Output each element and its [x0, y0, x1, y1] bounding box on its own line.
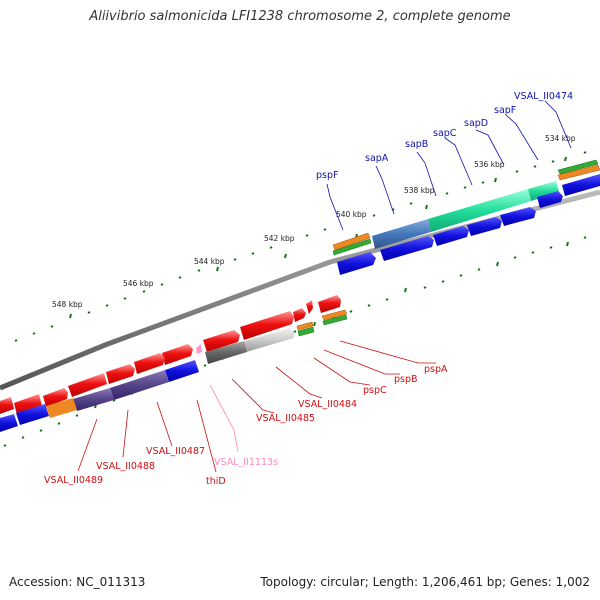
gene-VSAL_II0488[interactable]	[110, 370, 169, 400]
gene-red-mid-b[interactable]	[203, 330, 240, 352]
gene-row-right-upper	[372, 181, 559, 249]
label-sapA[interactable]: sapA	[365, 153, 389, 164]
gene-pspF-blue[interactable]	[337, 252, 376, 275]
label-sapC[interactable]: sapC	[433, 128, 457, 139]
gene-VSAL_II0487[interactable]	[165, 360, 199, 382]
gene-red-l4[interactable]	[68, 373, 107, 397]
gene-red-mid-c[interactable]	[196, 344, 202, 354]
gene-blue-3[interactable]	[433, 226, 469, 246]
tick-label-536: 536 kbp	[474, 160, 505, 169]
gene-sapD[interactable]	[528, 181, 559, 201]
gene-red-l1[interactable]	[162, 344, 193, 365]
label-VSAL_II0484[interactable]: VSAL_II0484	[298, 399, 357, 410]
gene-orange-left[interactable]	[46, 398, 77, 418]
tick-label-538: 538 kbp	[404, 186, 435, 195]
tick-label-534: 534 kbp	[545, 134, 576, 143]
gene-pspC[interactable]	[293, 308, 306, 322]
gene-row-mid-red	[196, 295, 341, 354]
feature-track-misc-right	[332, 159, 600, 256]
gene-VSAL_II0484[interactable]	[242, 328, 294, 352]
gene-row-left-lower	[0, 360, 199, 432]
gene-red-mid-a[interactable]	[240, 311, 294, 340]
feature-track-misc-mid	[296, 309, 348, 337]
label-VSAL_II0474[interactable]: VSAL_II0474	[514, 91, 573, 102]
gene-pspA[interactable]	[318, 295, 341, 313]
connector-pink	[209, 384, 239, 453]
label-sapF[interactable]: sapF	[494, 105, 516, 116]
map-title: Aliivibrio salmonicida LFI1238 chromosom…	[89, 9, 511, 24]
tick-label-548: 548 kbp	[52, 300, 83, 309]
gene-row-left-red	[0, 344, 193, 415]
label-pspB[interactable]: pspB	[394, 374, 418, 385]
gene-red-l5[interactable]	[43, 388, 68, 407]
label-VSAL_II1113s[interactable]: VSAL_II1113s	[214, 457, 278, 468]
label-thiD[interactable]: thiD	[206, 476, 226, 487]
label-pspC[interactable]: pspC	[363, 385, 387, 396]
genome-backbone	[0, 189, 600, 391]
gene-blue-5[interactable]	[500, 207, 536, 226]
tick-label-540: 540 kbp	[336, 210, 367, 219]
gene-red-l3[interactable]	[106, 364, 135, 384]
gene-VSAL_II0489[interactable]	[73, 388, 114, 411]
accession-text: Accession: NC_011313	[9, 575, 146, 589]
gene-blue-4[interactable]	[467, 217, 502, 236]
gene-red-l7[interactable]	[0, 397, 14, 414]
label-pspA[interactable]: pspA	[424, 364, 448, 375]
label-pspF[interactable]: pspF	[316, 170, 338, 181]
gene-blue-6[interactable]	[537, 191, 563, 208]
gene-row-mid-gray	[205, 328, 294, 364]
gene-blue-l2[interactable]	[0, 414, 18, 432]
gene-pspB[interactable]	[306, 300, 313, 314]
topology-text: Topology: circular; Length: 1,206,461 bp…	[260, 575, 590, 589]
gene-red-l2[interactable]	[134, 353, 165, 374]
gene-VSAL_II0485[interactable]	[205, 341, 247, 364]
label-VSAL_II0489[interactable]: VSAL_II0489	[44, 475, 103, 486]
tick-label-542: 542 kbp	[264, 234, 295, 243]
label-sapB[interactable]: sapB	[405, 139, 428, 150]
tick-label-544: 544 kbp	[194, 257, 225, 266]
gene-blue-2[interactable]	[380, 236, 434, 261]
connectors-bottom	[77, 340, 436, 473]
gene-blue-l1[interactable]	[16, 404, 49, 425]
label-VSAL_II0485[interactable]: VSAL_II0485	[256, 413, 315, 424]
tick-label-546: 546 kbp	[123, 279, 154, 288]
label-sapD[interactable]: sapD	[464, 118, 488, 129]
gene-blue-7[interactable]	[562, 174, 600, 196]
label-VSAL_II0487[interactable]: VSAL_II0487	[146, 446, 205, 457]
gene-sapB[interactable]	[428, 189, 531, 232]
gene-sapA[interactable]	[372, 219, 431, 249]
label-VSAL_II0488[interactable]: VSAL_II0488	[96, 461, 155, 472]
connectors-top	[326, 100, 572, 231]
gene-row-right-lower	[337, 174, 600, 275]
gene-red-l6[interactable]	[14, 394, 42, 415]
